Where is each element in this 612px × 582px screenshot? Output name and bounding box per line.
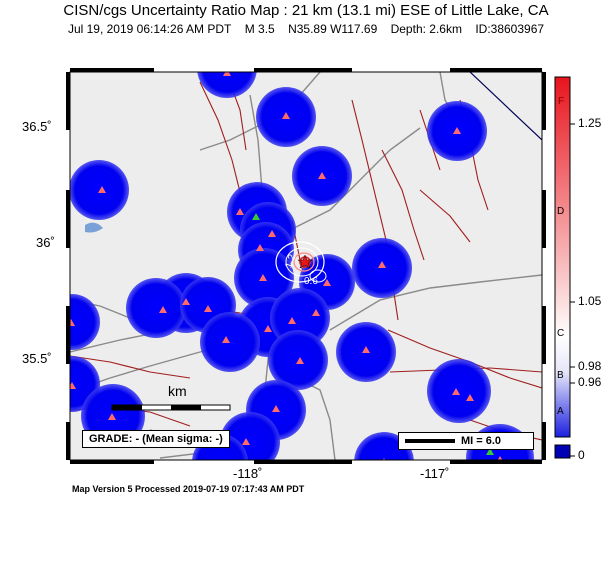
mi-label: MI = 6.0	[461, 435, 502, 447]
colorbar-tick-label: 0.98	[578, 359, 602, 373]
grade-box: GRADE: - (Mean sigma: -)	[82, 430, 230, 448]
event-id: ID:38603967	[475, 22, 545, 36]
map-version-footer: Map Version 5 Processed 2019-07-19 07:17…	[72, 484, 305, 494]
lon-label: -117˚	[420, 466, 450, 481]
county-line	[469, 72, 542, 141]
station-triangles	[70, 72, 503, 460]
event-depth: Depth: 2.6km	[390, 22, 462, 36]
event-magnitude: M 3.5	[244, 22, 275, 36]
contour-label: 0.6	[304, 276, 318, 287]
map-title: CISN/cgs Uncertainty Ratio Map : 21 km (…	[63, 2, 549, 19]
mi-legend: MI = 6.0	[398, 432, 534, 450]
mi-bar	[405, 439, 455, 443]
scale-bar	[111, 404, 231, 411]
lon-label: -118˚	[233, 466, 263, 481]
station-triangle-green	[486, 448, 494, 455]
colorbar-base	[554, 444, 571, 459]
frame-ticks	[66, 68, 546, 464]
lat-label: 35.5˚	[22, 351, 52, 366]
event-date: Jul 19, 2019 06:14:26 AM PDT	[67, 22, 232, 36]
grade-letter: A	[557, 406, 564, 417]
lat-label: 36.5˚	[22, 119, 52, 134]
colorbar-tick-label: 0.96	[578, 375, 602, 389]
map-subtitle: Jul 19, 2019 06:14:26 AM PDT M 3.5 N35.8…	[0, 22, 612, 37]
station-triangle-green	[252, 213, 260, 220]
lat-label: 36˚	[36, 235, 55, 250]
grade-letter: B	[557, 370, 564, 381]
event-location: N35.89 W117.69	[288, 22, 378, 36]
station-discs	[70, 72, 534, 460]
lake	[85, 222, 103, 233]
grade-letter: D	[557, 206, 565, 217]
grade-letter: F	[558, 96, 565, 107]
colorbar-tick-label: 1.05	[578, 294, 602, 308]
epicenter-star	[297, 254, 313, 269]
colorbar-tick-label: 0	[578, 448, 585, 462]
colorbar-ticks	[570, 123, 575, 457]
colorbar	[554, 76, 571, 438]
grade-letter: C	[557, 328, 565, 339]
colorbar-tick-label: 1.25	[578, 116, 602, 130]
scale-label: km	[168, 383, 187, 399]
